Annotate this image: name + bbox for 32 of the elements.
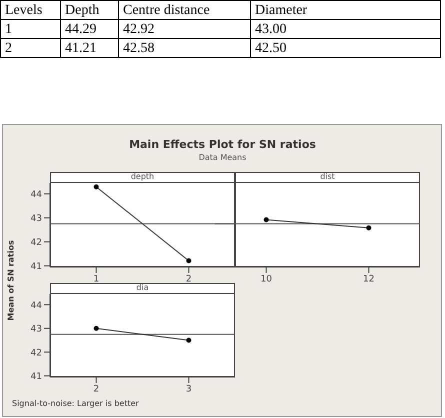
chart-subtitle: Data Means	[198, 153, 248, 162]
text: 42.50	[250, 38, 440, 58]
text: 42.58	[118, 38, 250, 58]
y-tick-label: 43	[30, 324, 42, 335]
y-axis-title: Mean of SN ratios	[6, 239, 16, 323]
x-tick-label: 3	[186, 384, 192, 394]
y-tick-label: 44	[30, 190, 42, 200]
y-tick-label: 43	[30, 214, 42, 224]
y-tick-label: 44	[30, 300, 42, 311]
text: 44.29	[60, 20, 118, 38]
y-tick-label: 42	[30, 238, 42, 248]
text: Centre distance	[118, 0, 250, 20]
text: 2	[0, 38, 60, 58]
text: 43.00	[250, 20, 440, 38]
text: Levels	[0, 0, 60, 20]
text: 41.21	[60, 38, 118, 58]
x-axis-title: dist	[235, 172, 420, 183]
text: Diameter	[250, 0, 440, 20]
x-tick-label: 10	[260, 274, 272, 284]
chart-title: Main Effects Plot for SN ratios	[128, 138, 317, 151]
x-axis-title: depth	[50, 172, 235, 183]
text: 1	[0, 20, 60, 38]
x-axis-title: dia	[50, 283, 235, 294]
x-tick-label: 12	[363, 274, 374, 284]
x-tick-label: 2	[186, 274, 192, 284]
text: Signal-to-noise: Larger is better	[12, 399, 139, 408]
text: Depth	[60, 0, 118, 20]
x-tick-label: 1	[93, 274, 100, 284]
y-tick-label: 41	[30, 372, 42, 382]
y-tick-label: 41	[30, 262, 42, 272]
y-tick-label: 42	[30, 348, 42, 358]
text: 42.92	[118, 20, 250, 38]
